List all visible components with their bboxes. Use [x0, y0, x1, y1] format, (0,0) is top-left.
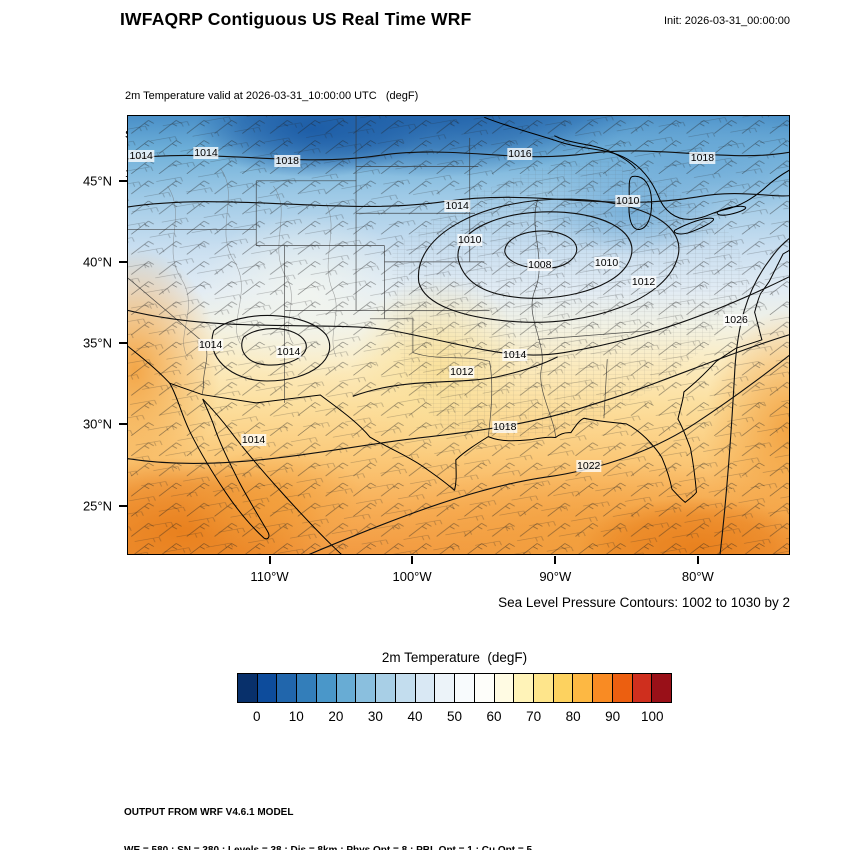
gulf-atlantic-coast	[455, 249, 789, 503]
lon-tick-label: 90°W	[539, 569, 572, 584]
isobar-label: 1012	[630, 276, 657, 289]
colorbar-segment	[336, 674, 357, 702]
isobar-labels-layer: 1014 1014 1018 1016 1018 1014 1010 1010 1008 1010…	[128, 116, 789, 554]
isobar-label: 1026	[723, 314, 749, 327]
lon-tick-label: 100°W	[392, 569, 432, 584]
isobar-label: 1014	[128, 149, 154, 162]
colorbar-segment	[652, 674, 672, 702]
isobar-label: 1014	[193, 146, 219, 159]
colorbar-tick-label: 10	[288, 709, 304, 724]
isobar-label: 1014	[501, 348, 528, 361]
lat-tick-mark	[119, 504, 127, 507]
colorbar-segment	[553, 674, 574, 702]
lat-tick-mark	[119, 180, 127, 182]
colorbar-tick-label: 20	[328, 709, 344, 724]
colorbar-tick-label: 50	[446, 709, 463, 724]
colorbar-tick-label: 60	[486, 709, 502, 724]
lake-erie	[674, 218, 713, 234]
colorbar-segment	[593, 674, 613, 702]
lake-ontario	[717, 206, 746, 215]
colorbar-segment	[514, 674, 535, 702]
colorbar-tick-label: 40	[407, 709, 423, 724]
colorbar-segment	[455, 674, 475, 702]
isobar-label: 1014	[275, 346, 302, 359]
lat-tick-label: 40°N	[82, 254, 112, 270]
footer-model-version: OUTPUT FROM WRF V4.6.1 MODEL	[124, 807, 294, 818]
lat-tick-label: 25°N	[82, 498, 112, 514]
isobar-contours	[128, 151, 789, 554]
colorbar-segment	[277, 674, 298, 702]
lat-tick-label: 35°N	[82, 335, 112, 351]
colorbar-segment	[415, 674, 436, 702]
colorbar-segment	[435, 674, 456, 702]
colorbar-segment	[376, 674, 396, 702]
colorbar-segment	[316, 674, 337, 702]
lat-tick-mark	[119, 341, 127, 344]
pressure-contour-note: Sea Level Pressure Contours: 1002 to 103…	[498, 595, 790, 610]
colorbar-tick-label: 30	[367, 709, 383, 724]
colorbar-tick-label: 90	[605, 709, 621, 724]
isobar-label: 1010	[457, 234, 483, 247]
colorbar-segment	[573, 674, 594, 702]
isobar-label: 1014	[240, 433, 267, 446]
isobar-label: 1010	[593, 257, 620, 270]
lon-tick-mark	[554, 556, 557, 564]
state-borders	[128, 116, 650, 437]
geography-coastlines	[128, 117, 789, 554]
colorbar-segment	[395, 674, 416, 702]
colorbar-tick-labels: 0 10 20 30 40 50 60 70 80 90 100	[237, 709, 672, 727]
map-frame: 1014 1014 1018 1016 1018 1014 1010 1010 1008 1010…	[127, 115, 790, 555]
colorbar-segment	[474, 674, 495, 702]
page-title: IWFAQRP Contiguous US Real Time WRF	[120, 9, 472, 29]
footer-model-config: WE = 580 ; SN = 380 ; Levels = 38 ; Dis …	[124, 844, 533, 850]
isobar-label: 1012	[449, 365, 475, 378]
isobar-label: 1018	[274, 154, 300, 167]
lon-tick-label: 110°W	[250, 569, 289, 584]
colorbar-segment	[297, 674, 317, 702]
isobar-label: 1016	[507, 147, 533, 160]
lat-tick-label: 30°N	[82, 416, 112, 432]
isobar-label: 1010	[615, 194, 641, 207]
isobar-label: 1014	[197, 339, 224, 352]
terrain-contours	[168, 169, 337, 357]
colorbar-title: 2m Temperature (degF)	[381, 650, 528, 665]
lon-tick-mark	[268, 556, 271, 564]
colorbar-tick-label: 0	[253, 709, 261, 724]
pacific-baja-coast	[128, 344, 343, 554]
colorbar-segment	[632, 674, 653, 702]
model-footer: OUTPUT FROM WRF V4.6.1 MODEL WE = 580 ; …	[124, 782, 532, 850]
colorbar-segment	[356, 674, 377, 702]
colorbar-tick-label: 70	[526, 709, 542, 724]
colorbar-tick-label: 100	[640, 709, 664, 724]
longitude-axis: 110°W 100°W 90°W 80°W	[127, 556, 790, 596]
colorbar-tick-label: 80	[565, 709, 581, 724]
field-temperature: 2m Temperature valid at 2026-03-31_10:00…	[125, 90, 419, 102]
lat-tick-label: 45°N	[82, 173, 112, 189]
colorbar-segment	[612, 674, 633, 702]
us-mexico-border	[170, 383, 455, 490]
isobar-label: 1014	[444, 199, 470, 212]
lon-tick-label: 80°W	[681, 569, 714, 584]
lat-tick-mark	[119, 423, 127, 426]
isobar-label: 1018	[689, 151, 716, 164]
latitude-axis: 45°N 40°N 35°N 30°N 25°N	[57, 115, 127, 555]
isobar-label: 1022	[576, 460, 602, 473]
canada-border	[484, 117, 789, 219]
colorbar-segment	[494, 674, 515, 702]
colorbar-segment	[257, 674, 278, 702]
colorbar-segment	[238, 674, 258, 702]
temperature-colorbar	[237, 673, 672, 703]
isobar-label: 1018	[492, 420, 518, 433]
lon-tick-mark	[411, 556, 414, 564]
init-timestamp: Init: 2026-03-31_00:00:00	[664, 15, 790, 27]
lat-tick-mark	[119, 260, 127, 263]
lake-michigan	[629, 176, 652, 229]
colorbar-segment	[534, 674, 554, 702]
lon-tick-mark	[696, 556, 699, 564]
isobar-label: 1008	[527, 259, 553, 272]
map-art	[128, 116, 789, 554]
